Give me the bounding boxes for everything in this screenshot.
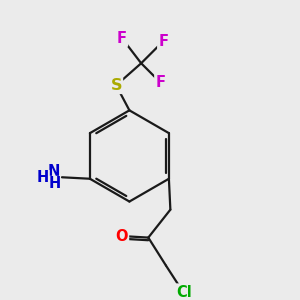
Text: S: S bbox=[110, 78, 122, 93]
Text: N: N bbox=[48, 164, 61, 179]
Text: O: O bbox=[116, 229, 128, 244]
Text: H: H bbox=[48, 176, 61, 191]
Text: F: F bbox=[155, 75, 165, 90]
Text: F: F bbox=[117, 31, 127, 46]
Text: F: F bbox=[158, 34, 168, 49]
Text: Cl: Cl bbox=[177, 284, 192, 299]
Text: H: H bbox=[37, 170, 49, 185]
